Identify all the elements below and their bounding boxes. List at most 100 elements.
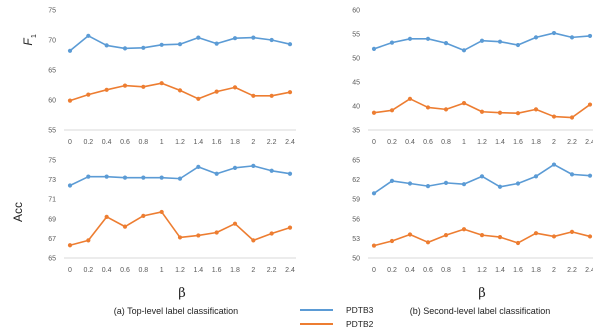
data-point-pdtb2: [461, 101, 467, 106]
data-point-pdtb3: [269, 168, 274, 173]
data-point-pdtb2: [497, 234, 503, 240]
chart-panel-top-left: 55 60 65 70 75 0 0.2 0.4 0.6 0.8 1 1.2 1.4 1.6 1.8 2 2.2…: [48, 8, 296, 146]
data-point-pdtb2: [479, 233, 485, 238]
data-point-pdtb2: [407, 232, 413, 237]
series-line-pdtb2: [373, 98, 591, 119]
data-point-pdtb3: [122, 175, 128, 180]
plots: 55 60 65 70 75 0 0.2 0.4 0.6 0.8 1 1.2 1.4 1.6 1.8 2 2.2…: [48, 8, 593, 274]
data-point-pdtb2: [159, 209, 164, 215]
x-tick-label: 0: [372, 139, 376, 146]
data-point-pdtb2: [196, 233, 201, 238]
data-point-pdtb3: [287, 42, 293, 47]
data-point-pdtb2: [515, 111, 521, 116]
data-point-pdtb2: [177, 88, 183, 93]
data-point-pdtb3: [443, 180, 449, 185]
data-point-pdtb2: [67, 98, 73, 103]
y-tick-label: 75: [48, 158, 56, 165]
data-point-pdtb3: [371, 191, 377, 196]
legend-label-pdtb2: PDTB2: [346, 319, 374, 329]
data-point-pdtb3: [443, 41, 449, 46]
data-point-pdtb2: [251, 93, 256, 98]
data-point-pdtb3: [104, 43, 109, 48]
data-point-pdtb2: [569, 115, 575, 120]
y-tick-label: 62: [352, 177, 360, 184]
data-point-pdtb2: [122, 224, 128, 229]
x-tick-label: 1: [462, 267, 466, 274]
xlabel-left: β: [178, 286, 186, 301]
y-tick-label: 35: [352, 128, 360, 135]
x-tick-label: 1.4: [193, 139, 203, 146]
x-tick-label: 2.2: [267, 267, 277, 274]
x-tick-label: 1.8: [531, 139, 541, 146]
data-point-pdtb2: [177, 235, 183, 240]
x-tick-label: 1.6: [212, 139, 222, 146]
data-point-pdtb3: [141, 175, 146, 180]
data-point-pdtb2: [389, 238, 395, 244]
y-tick-label: 53: [352, 236, 360, 243]
series-line-pdtb2: [69, 211, 291, 247]
data-point-pdtb3: [551, 162, 557, 167]
data-point-pdtb3: [104, 174, 109, 179]
data-point-pdtb2: [269, 231, 274, 236]
x-tick-label: 1.2: [477, 139, 487, 146]
y-tick-label: 70: [48, 38, 56, 45]
data-point-pdtb2: [479, 109, 485, 114]
data-point-pdtb2: [443, 107, 449, 112]
xlabel-right: β: [478, 286, 486, 301]
x-tick-label: 1.6: [513, 267, 523, 274]
y-tick-label: 50: [352, 56, 360, 63]
data-point-pdtb2: [232, 221, 238, 226]
data-point-pdtb3: [533, 35, 539, 40]
x-tick-label: 0.4: [102, 139, 112, 146]
x-tick-label: 2.4: [585, 267, 593, 274]
data-point-pdtb2: [389, 108, 395, 113]
x-tick-label: 1.2: [175, 267, 185, 274]
x-tick-label: 1.6: [212, 267, 222, 274]
data-point-pdtb3: [407, 181, 413, 186]
x-tick-label: 0.6: [423, 139, 433, 146]
x-tick-label: 2.4: [285, 139, 295, 146]
x-tick-label: 1: [160, 267, 164, 274]
data-point-pdtb3: [497, 39, 503, 44]
x-tick-label: 0.4: [405, 139, 415, 146]
data-point-pdtb2: [551, 234, 557, 239]
data-point-pdtb2: [551, 114, 557, 119]
x-tick-label: 0.6: [120, 267, 130, 274]
data-point-pdtb2: [587, 102, 593, 107]
x-tick-label: 0.6: [423, 267, 433, 274]
series-line-pdtb3: [69, 165, 291, 187]
x-tick-label: 2.2: [567, 267, 577, 274]
data-point-pdtb3: [425, 184, 431, 189]
data-point-pdtb3: [551, 30, 557, 36]
data-point-pdtb3: [232, 36, 238, 41]
data-point-pdtb2: [425, 105, 431, 110]
x-tick-label: 1.8: [230, 139, 240, 146]
data-point-pdtb3: [251, 35, 256, 40]
data-point-pdtb2: [251, 238, 256, 243]
data-point-pdtb3: [287, 171, 293, 176]
data-point-pdtb2: [371, 243, 377, 248]
data-point-pdtb3: [67, 183, 73, 188]
y-tick-label: 71: [48, 197, 56, 204]
data-point-pdtb3: [86, 174, 91, 179]
data-point-pdtb2: [497, 110, 503, 115]
y-tick-label: 65: [48, 256, 56, 263]
x-tick-label: 0.2: [387, 267, 397, 274]
data-point-pdtb2: [269, 93, 274, 98]
data-point-pdtb3: [371, 46, 377, 51]
y-tick-label: 75: [48, 8, 56, 15]
data-point-pdtb3: [425, 36, 431, 41]
y-tick-label: 55: [352, 32, 360, 39]
x-tick-label: 0.4: [405, 267, 415, 274]
data-point-pdtb2: [214, 230, 219, 235]
data-point-pdtb2: [141, 213, 146, 218]
data-point-pdtb2: [287, 90, 293, 95]
data-point-pdtb2: [533, 107, 539, 112]
x-tick-label: 0.8: [138, 139, 148, 146]
x-tick-label: 1.8: [531, 267, 541, 274]
y-tick-label: 67: [48, 236, 56, 243]
y-tick-label: 40: [352, 104, 360, 111]
y-tick-label: 50: [352, 256, 360, 263]
